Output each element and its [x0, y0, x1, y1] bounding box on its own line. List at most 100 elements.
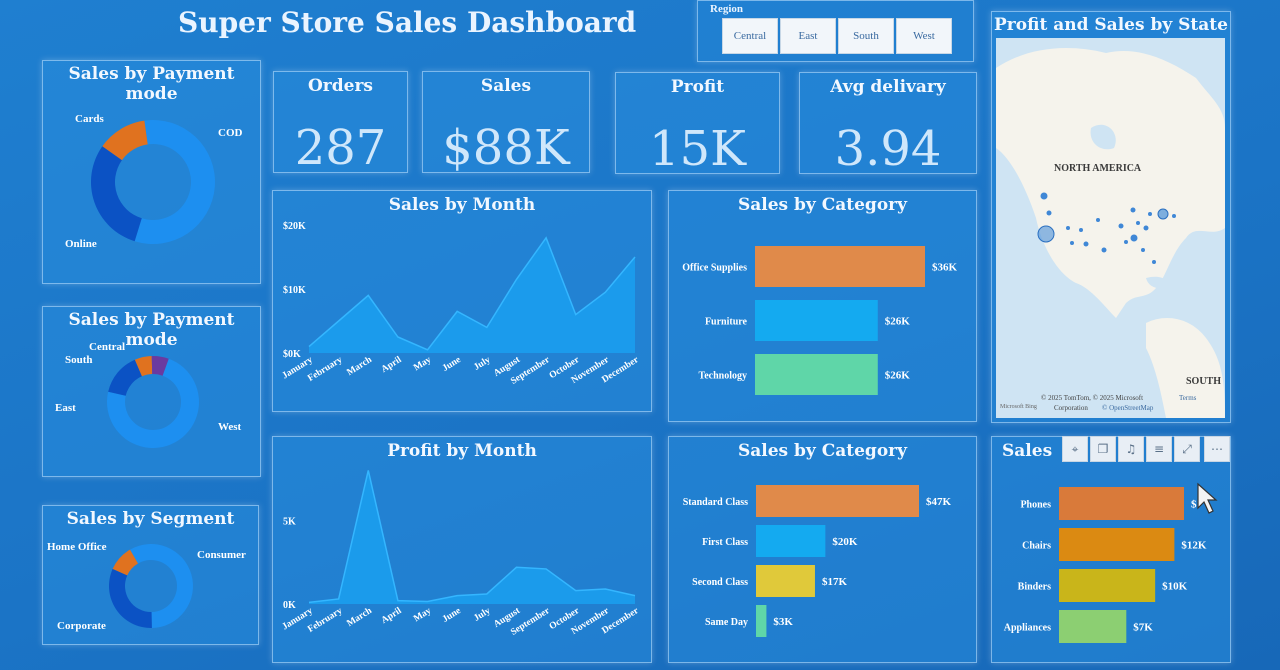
mouse-cursor-icon: [1197, 482, 1218, 514]
map-title: Profit and Sales by State: [994, 15, 1228, 35]
map-bubble[interactable]: [1040, 192, 1048, 200]
x-tick-label: June: [441, 606, 463, 625]
map-bubble[interactable]: [1124, 240, 1128, 244]
x-tick-label: July: [472, 355, 492, 373]
y-tick-label: 0K: [283, 600, 296, 611]
bell-icon[interactable]: ♫: [1118, 436, 1144, 462]
focus-icon[interactable]: ⤢: [1174, 436, 1200, 462]
map-svg: NORTH AMERICA SOUTH © 2025 TomTom, © 202…: [996, 38, 1225, 418]
donut-slice-east[interactable]: [108, 359, 142, 396]
x-tick-label: April: [380, 606, 404, 626]
map-bubble[interactable]: [1157, 208, 1169, 220]
donut-slice-south[interactable]: [134, 356, 153, 377]
region-option-west[interactable]: West: [896, 18, 952, 54]
map-bubble[interactable]: [1148, 212, 1152, 216]
map-bubble[interactable]: [1136, 221, 1140, 225]
bar-value-label: $7K: [1133, 622, 1153, 634]
region-option-east[interactable]: East: [780, 18, 836, 54]
map-bubble[interactable]: [1141, 248, 1145, 252]
map-bubble[interactable]: [1083, 241, 1089, 247]
donut-slice-west[interactable]: [107, 358, 199, 448]
bar-value-label: $47K: [926, 496, 952, 508]
bar-second-class[interactable]: [756, 565, 815, 597]
segment-donut-svg: Consumer Corporate Home Office: [47, 541, 246, 632]
more-icon[interactable]: ⋯: [1204, 436, 1230, 462]
map-attribution-osm[interactable]: © OpenStreetMap: [1102, 404, 1154, 412]
pin-icon[interactable]: ⌖: [1062, 436, 1088, 462]
region-mode-title: Sales by Payment mode: [68, 310, 235, 350]
bar-phones[interactable]: [1059, 487, 1184, 520]
kpi-profit-label: Profit: [670, 77, 725, 97]
area-fill[interactable]: [309, 470, 635, 604]
map-bubble[interactable]: [1130, 207, 1136, 213]
bar-category-label: Phones: [1020, 500, 1051, 511]
donut-slice-cod[interactable]: [134, 120, 215, 244]
donut-slice-cards[interactable]: [102, 120, 148, 161]
map-label-south: SOUTH: [1186, 376, 1221, 387]
map-bubble[interactable]: [1096, 218, 1100, 222]
area-fill[interactable]: [309, 237, 635, 353]
sales-month-title: Sales by Month: [388, 195, 536, 215]
donut-slice-online[interactable]: [91, 146, 142, 242]
payment-mode-panel: Sales by Payment mode COD Online Cards: [42, 60, 261, 284]
donut-label-west: West: [218, 421, 242, 433]
bar-value-label: $17K: [822, 576, 848, 588]
donut-label-consumer: Consumer: [197, 549, 246, 561]
map-bubble[interactable]: [1070, 241, 1074, 245]
ship-title: Sales by Category: [737, 441, 907, 461]
donut-slice-home-office[interactable]: [112, 549, 138, 576]
segment-panel: Sales by Segment Consumer Corporate Home…: [42, 505, 259, 645]
filter-icon[interactable]: ≡: [1146, 436, 1172, 462]
kpi-delivery-value: 3.94: [834, 121, 942, 177]
bar-category-label: Binders: [1018, 582, 1051, 593]
donut-label-online: Online: [65, 238, 97, 250]
bar-standard-class[interactable]: [756, 485, 919, 517]
x-tick-label: June: [441, 355, 463, 374]
region-donut-svg: West East South Central: [55, 341, 242, 448]
donut-label-cod: COD: [218, 127, 243, 139]
profit-month-panel: Profit by Month 0K 5K January February March…: [272, 436, 652, 663]
bar-binders[interactable]: [1059, 569, 1156, 602]
map-bubble[interactable]: [1152, 260, 1156, 264]
bar-first-class[interactable]: [756, 525, 826, 557]
region-option-south[interactable]: South: [838, 18, 894, 54]
donut-slice-central[interactable]: [151, 356, 169, 376]
map-bubble[interactable]: [1143, 225, 1149, 231]
map-canvas[interactable]: NORTH AMERICA SOUTH © 2025 TomTom, © 202…: [996, 38, 1225, 418]
x-tick-label: July: [472, 606, 492, 624]
map-bubble[interactable]: [1079, 228, 1083, 232]
map-bubble[interactable]: [1046, 210, 1052, 216]
profit-month-title: Profit by Month: [387, 441, 537, 461]
donut-label-home-office: Home Office: [47, 541, 107, 553]
region-option-central[interactable]: Central: [722, 18, 778, 54]
bar-chairs[interactable]: [1059, 528, 1175, 561]
bar-technology[interactable]: [755, 354, 878, 395]
map-attribution-terms[interactable]: Terms: [1179, 394, 1197, 402]
bar-appliances[interactable]: [1059, 610, 1127, 643]
x-tick-label: March: [345, 606, 374, 629]
map-bubble[interactable]: [1037, 225, 1055, 243]
bar-furniture[interactable]: [755, 300, 878, 341]
region-mode-panel: Sales by Payment mode West East South Ce…: [42, 306, 261, 477]
segment-title: Sales by Segment: [66, 509, 235, 529]
map-bubble[interactable]: [1172, 214, 1176, 218]
map-bubble[interactable]: [1066, 226, 1070, 230]
bar-same-day[interactable]: [756, 605, 767, 637]
donut-label-south: South: [65, 354, 93, 366]
map-bubble[interactable]: [1130, 234, 1138, 242]
donut-slice-consumer[interactable]: [130, 544, 193, 628]
bar-value-label: $26K: [885, 370, 911, 382]
kpi-profit-value: 15K: [649, 121, 746, 177]
area-line: [308, 236, 636, 351]
copy-icon[interactable]: ❐: [1090, 436, 1116, 462]
bar-category-label: Appliances: [1004, 623, 1051, 634]
category-title: Sales by Category: [737, 195, 907, 215]
kpi-orders-label: Orders: [308, 76, 373, 96]
kpi-sales-label: Sales: [480, 76, 532, 96]
donut-slice-corporate[interactable]: [109, 568, 152, 628]
bar-office-supplies[interactable]: [755, 246, 925, 287]
map-bubble[interactable]: [1101, 247, 1107, 253]
bar-value-label: $: [1191, 499, 1197, 511]
map-bubble[interactable]: [1118, 223, 1124, 229]
